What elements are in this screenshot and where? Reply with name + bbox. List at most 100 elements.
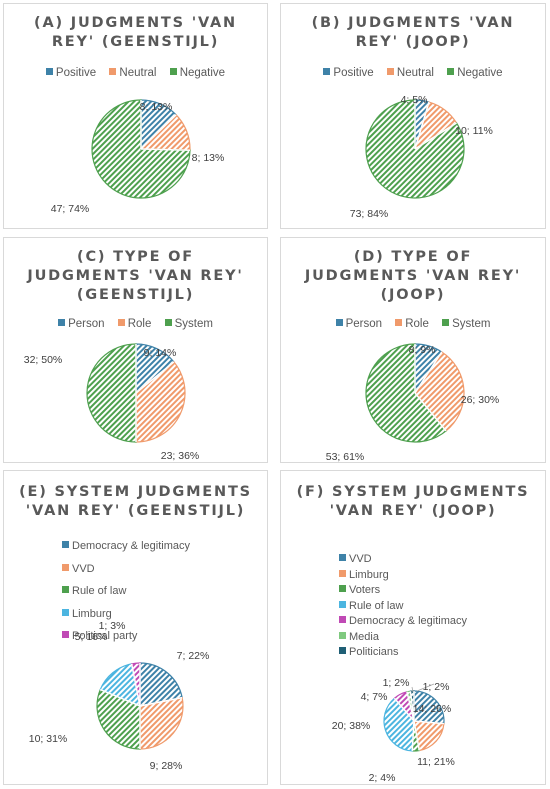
- data-label: 20; 38%: [332, 720, 371, 732]
- legend-swatch: [62, 563, 69, 571]
- legend-swatch: [117, 319, 125, 326]
- data-label: 2; 4%: [369, 772, 396, 784]
- slice-separator: [413, 720, 444, 725]
- legend-label: Limburg: [72, 607, 112, 620]
- chart-title-a-line2: REY' (GEENSTIJL): [51, 34, 220, 50]
- legend-label: Limburg: [349, 568, 389, 581]
- chart-title-c: (C) TYPE OF JUDGMENTS 'VAN REY' (GEENSTI…: [4, 248, 267, 305]
- legend-label: Person: [68, 318, 105, 330]
- chart-title-d-line2: JUDGMENTS 'VAN REY': [304, 268, 522, 284]
- data-label: 1; 3%: [99, 620, 126, 632]
- data-label: 8; 13%: [140, 101, 173, 113]
- chart-title-a-line1: (A) JUDGMENTS 'VAN: [34, 15, 237, 31]
- pie-slice-democracy-legitimacy: [139, 662, 183, 707]
- data-label: 10; 31%: [29, 733, 68, 745]
- legend-e: Democracy & legitimacy VVD Rule of law L…: [62, 535, 190, 648]
- data-label: 7; 22%: [177, 650, 210, 662]
- legend-label: Positive: [55, 67, 97, 79]
- slice-separator: [414, 351, 443, 394]
- legend-item: Person: [58, 318, 105, 330]
- data-label-leader-line: [411, 686, 414, 693]
- legend-swatch: [339, 569, 346, 577]
- legend-swatch: [395, 319, 403, 326]
- data-label: 9; 28%: [150, 760, 183, 772]
- legend-label: VVD: [349, 553, 372, 565]
- pie-chart-a: 8; 13% 8; 13% 47; 74%: [51, 99, 225, 215]
- legend-item: Democracy & legitimacy: [339, 614, 467, 630]
- slice-separator: [135, 361, 175, 394]
- legend-d: Person Role System: [281, 318, 545, 330]
- legend-label: Rule of law: [72, 585, 127, 597]
- legend-label: Media: [349, 630, 379, 643]
- pie-chart-e: 7; 22% 9; 28% 10; 31% 5; 16%1; 3%: [29, 620, 210, 772]
- slice-separator: [414, 122, 457, 150]
- legend-swatch: [62, 631, 69, 638]
- legend-item: System: [442, 318, 490, 330]
- legend-swatch: [339, 631, 346, 639]
- legend-item: Politicians: [339, 645, 467, 661]
- legend-label: Politicians: [349, 646, 399, 658]
- legend-item: Media: [339, 630, 467, 646]
- pie-slice-role: [135, 361, 186, 443]
- data-label: 8; 9%: [409, 344, 436, 356]
- data-label: 53; 61%: [326, 451, 365, 463]
- data-label-leader-line: [416, 683, 435, 692]
- legend-label: System: [174, 318, 213, 330]
- slice-separator: [414, 392, 447, 432]
- legend-label: Role: [405, 318, 429, 330]
- slice-separator: [393, 697, 415, 722]
- legend-swatch: [164, 319, 172, 326]
- legend-item: Neutral: [109, 67, 156, 79]
- legend-item: Positive: [323, 67, 374, 79]
- chart-title-e: (E) SYSTEM JUDGMENTS 'VAN REY' (GEENSTIJ…: [4, 483, 267, 521]
- pie-slice-role: [414, 351, 465, 432]
- legend-item: Democracy & legitimacy: [62, 535, 190, 558]
- data-label: 47; 74%: [51, 203, 90, 215]
- legend-c: Person Role System: [4, 318, 267, 330]
- slice-separator: [139, 696, 183, 707]
- legend-label: Negative: [179, 67, 226, 79]
- data-label: 11; 21%: [417, 756, 455, 768]
- pie-slice-rule-of-law: [383, 697, 415, 752]
- chart-panel-d: (D) TYPE OF JUDGMENTS 'VAN REY' (JOOP) P…: [280, 237, 546, 463]
- slice-separator: [140, 148, 191, 151]
- legend-label: Democracy & legitimacy: [349, 615, 467, 627]
- slice-separator: [411, 720, 415, 751]
- pie-chart-c: 9; 14% 23; 36% 32; 50%: [24, 343, 199, 462]
- pie-slice-negative: [91, 99, 191, 199]
- legend-swatch: [323, 68, 331, 75]
- legend-swatch: [339, 600, 346, 608]
- legend-swatch: [58, 319, 66, 326]
- data-label: 26; 30%: [461, 394, 500, 406]
- legend-item: VVD: [339, 552, 467, 568]
- legend-swatch: [442, 319, 450, 326]
- chart-title-f-line1: (F) SYSTEM JUDGMENTS: [296, 484, 530, 500]
- legend-item: Positive: [45, 67, 97, 79]
- legend-swatch: [335, 319, 343, 326]
- slice-separator: [99, 688, 141, 707]
- legend-label: Democracy & legitimacy: [72, 540, 190, 552]
- legend-swatch: [62, 608, 69, 616]
- legend-item: Rule of law: [339, 599, 467, 615]
- legend-label: Negative: [457, 67, 503, 79]
- legend-swatch: [62, 586, 69, 593]
- data-label: 8; 13%: [192, 152, 225, 164]
- legend-swatch: [62, 541, 69, 548]
- slice-separator: [409, 691, 415, 722]
- legend-swatch: [339, 585, 346, 592]
- pie-slice-vvd: [139, 696, 184, 750]
- legend-item: Neutral: [386, 67, 434, 79]
- legend-label: Political party: [72, 630, 138, 642]
- data-label: 9; 14%: [144, 347, 177, 359]
- slice-separator: [140, 114, 177, 150]
- legend-item: Role: [117, 318, 151, 330]
- data-label: 10; 11%: [455, 125, 493, 137]
- data-label: 4; 7%: [361, 691, 388, 703]
- chart-title-c-line1: (C) TYPE OF: [77, 249, 194, 265]
- chart-title-b: (B) JUDGMENTS 'VAN REY' (JOOP): [281, 14, 545, 52]
- legend-swatch: [339, 647, 346, 654]
- legend-swatch: [45, 68, 53, 75]
- legend-item: Rule of law: [62, 580, 190, 603]
- pie-slice-vvd: [413, 690, 445, 725]
- legend-item: Limburg: [62, 603, 190, 626]
